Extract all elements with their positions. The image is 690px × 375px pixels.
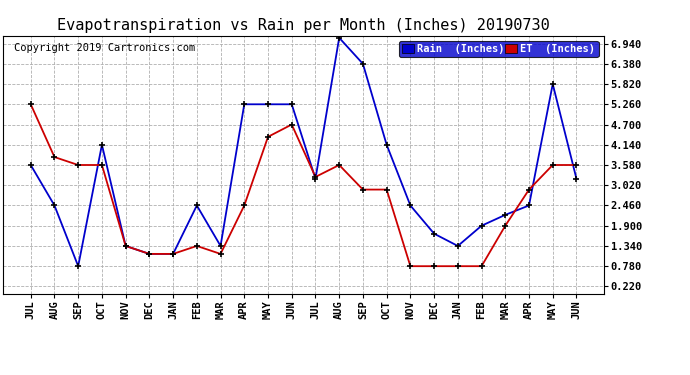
Legend: Rain  (Inches), ET  (Inches): Rain (Inches), ET (Inches) xyxy=(399,41,598,57)
Title: Evapotranspiration vs Rain per Month (Inches) 20190730: Evapotranspiration vs Rain per Month (In… xyxy=(57,18,550,33)
Text: Copyright 2019 Cartronics.com: Copyright 2019 Cartronics.com xyxy=(14,43,195,52)
